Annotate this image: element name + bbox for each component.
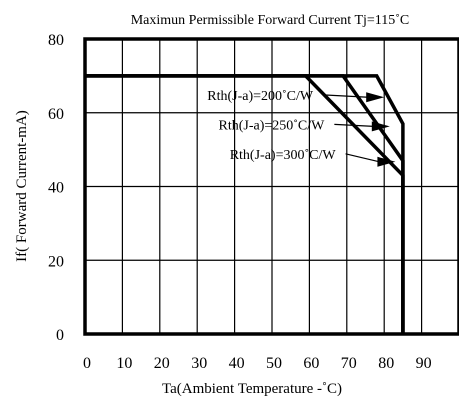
x-tick-label: 20: [154, 355, 170, 372]
y-tick-label: 80: [48, 32, 64, 49]
series-leader-1: [323, 94, 369, 98]
series-label-1: Rth(J-a)=200˚C/W: [207, 89, 314, 104]
x-tick-label: 90: [416, 355, 432, 372]
y-tick-label: 0: [56, 327, 64, 344]
series-line-1: [85, 74, 405, 334]
annotations: Rth(J-a)=200˚C/W Rth(J-a)=250˚C/W Rth(J-a)…: [207, 89, 396, 167]
y-tick-labels: 0 20 40 60 80: [48, 32, 64, 344]
y-axis-label: If( Forward Current-mA): [14, 110, 30, 262]
gridlines: [85, 39, 459, 334]
x-tick-label: 10: [116, 355, 132, 372]
series-layer: [85, 74, 405, 334]
x-tick-label: 60: [303, 355, 319, 372]
y-tick-label: 40: [48, 180, 64, 197]
x-tick-label: 70: [341, 355, 357, 372]
series-leader-3: [345, 153, 380, 163]
x-tick-label: 30: [191, 355, 207, 372]
arrowhead-3: [377, 156, 396, 167]
series-line-2: [85, 74, 405, 334]
series-line-3: [85, 74, 405, 334]
series-leader-2: [334, 123, 374, 127]
x-tick-label: 0: [83, 355, 91, 372]
x-tick-label: 80: [378, 355, 394, 372]
y-tick-label: 60: [48, 106, 64, 123]
arrowhead-1: [366, 92, 385, 103]
series-label-3: Rth(J-a)=300˚C/W: [230, 148, 337, 163]
x-tick-label: 40: [229, 355, 245, 372]
x-axis-label: Ta(Ambient Temperature -˚C): [162, 381, 342, 397]
series-label-2: Rth(J-a)=250˚C/W: [218, 118, 325, 133]
chart-title: Maximun Permissible Forward Current Tj=1…: [131, 13, 410, 28]
arrowhead-2: [371, 121, 390, 132]
x-tick-label: 50: [266, 355, 282, 372]
plot-frame: [83, 37, 459, 336]
x-tick-labels: 0 10 20 30 40 50 60 70 80 90: [83, 355, 432, 372]
y-tick-label: 20: [48, 253, 64, 270]
